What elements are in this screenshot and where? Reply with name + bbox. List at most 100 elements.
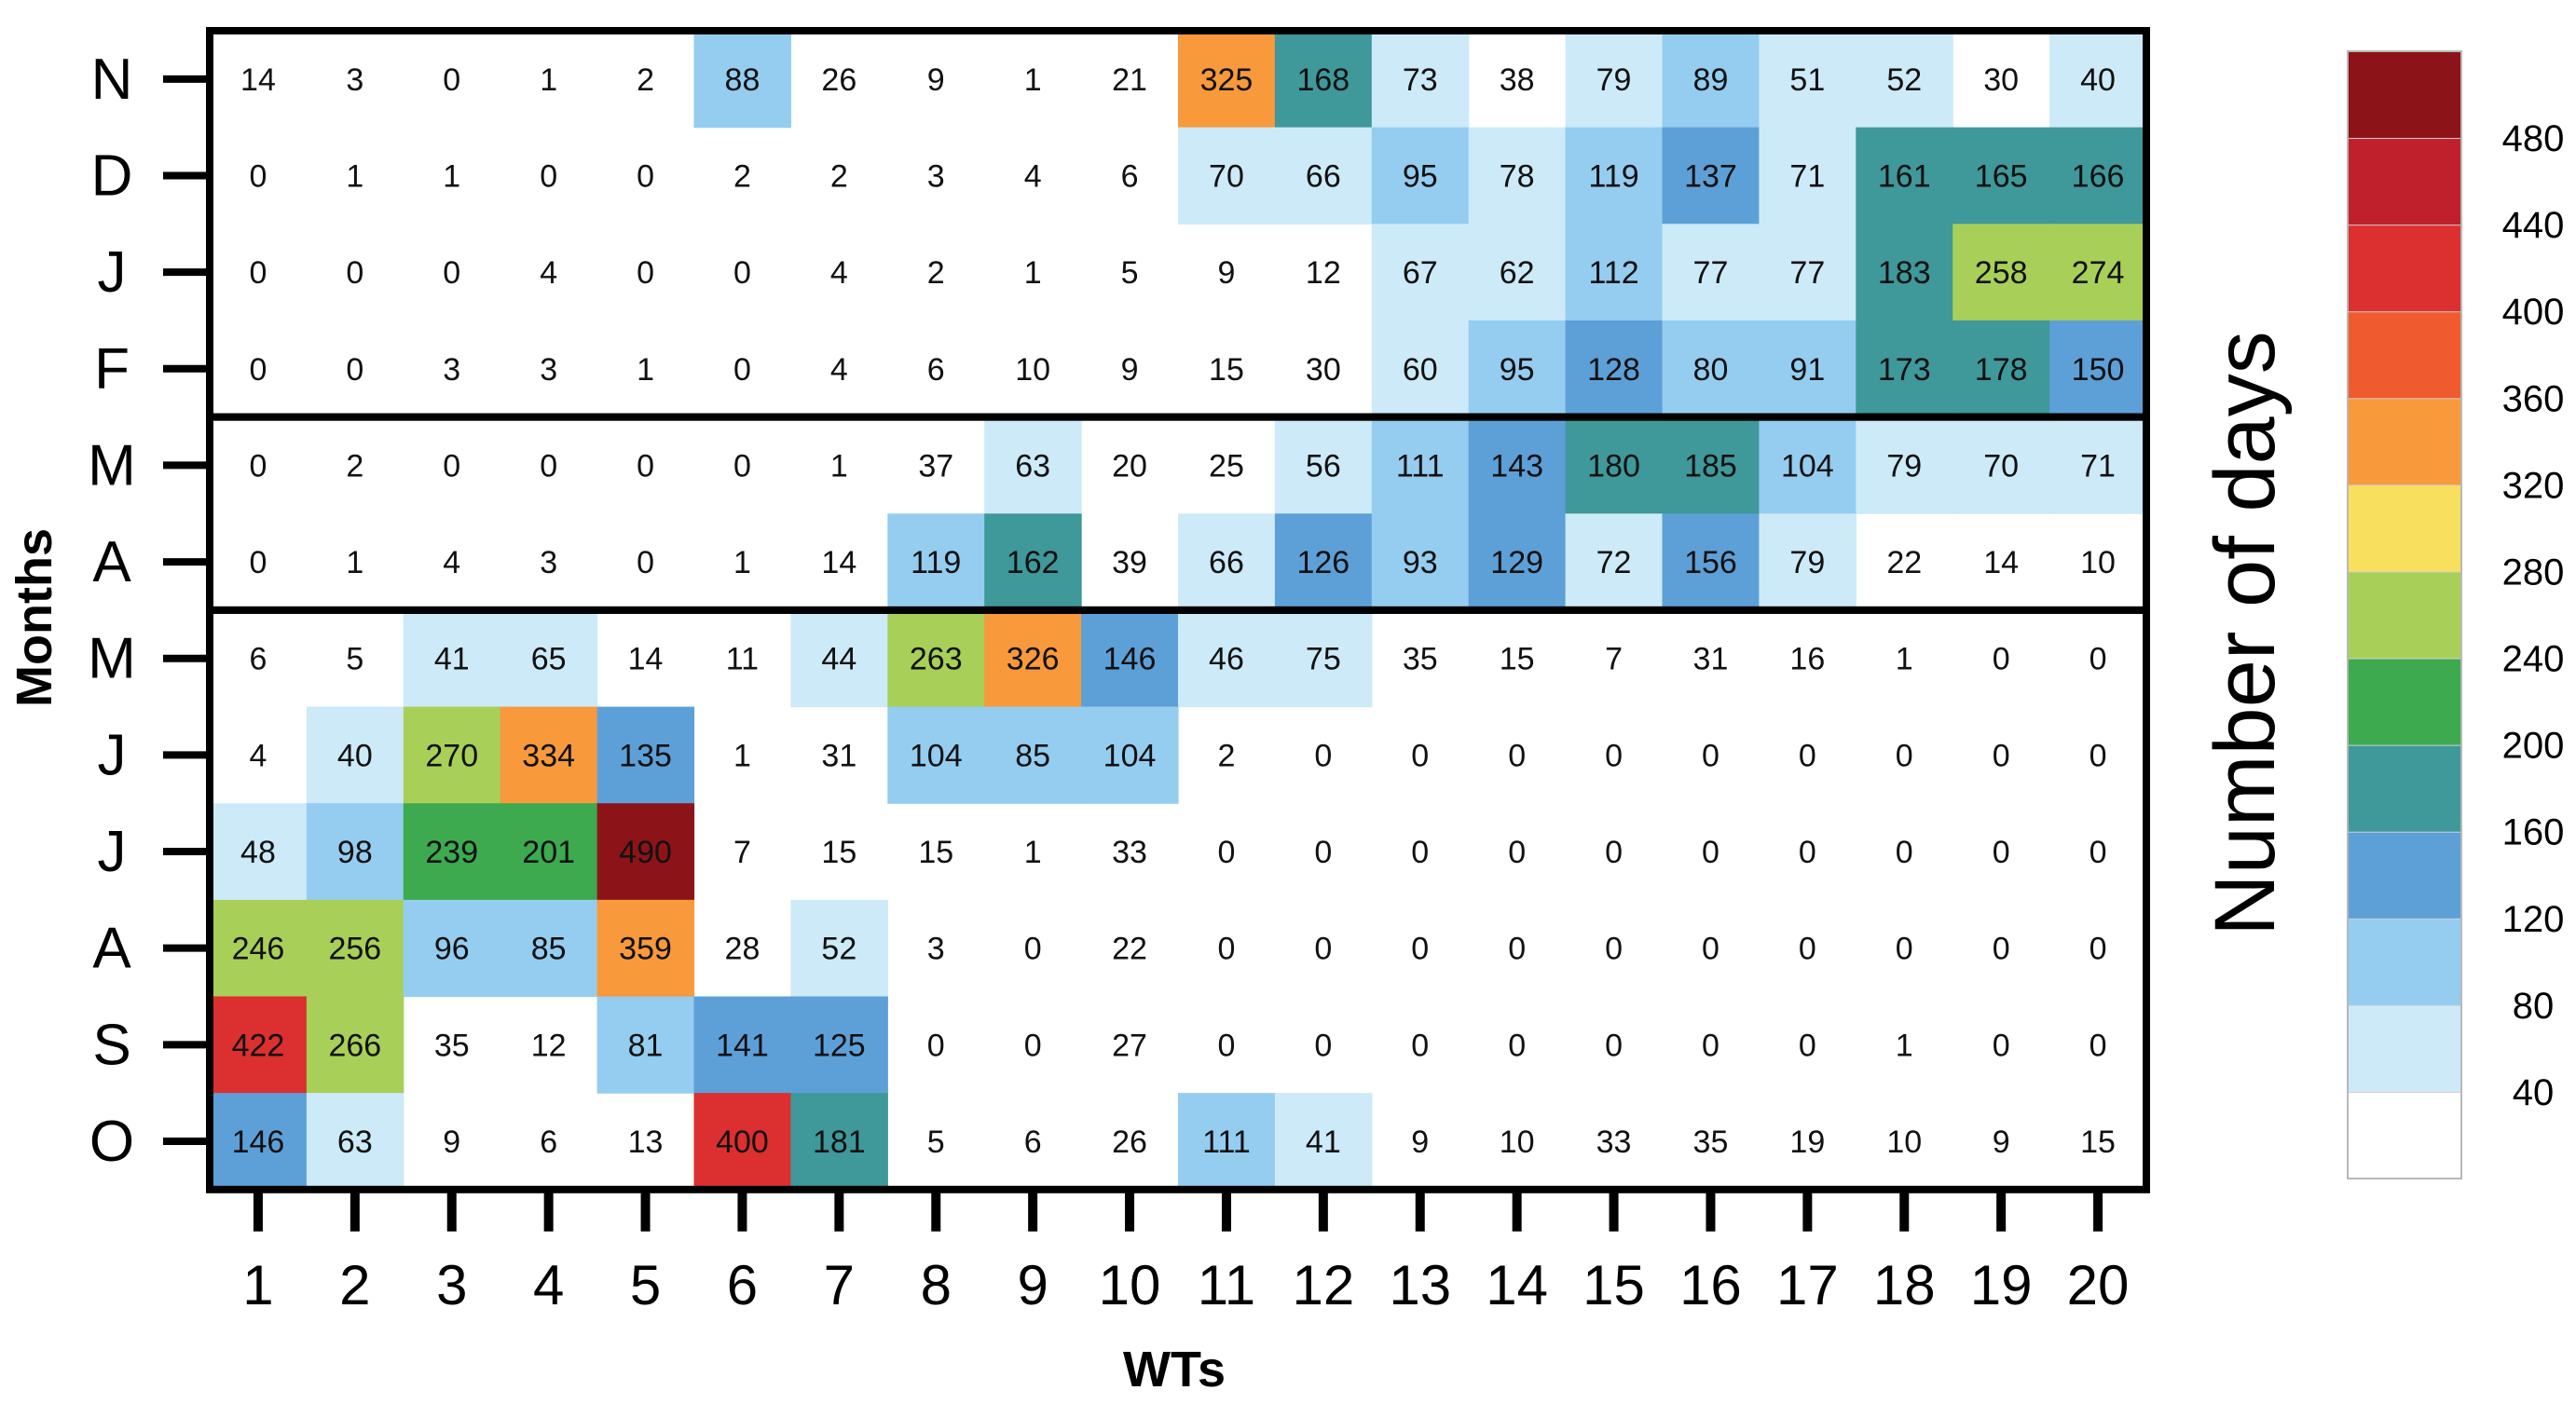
heatmap-cell [306,899,404,998]
cell-value-label: 66 [1209,545,1244,580]
cell-value-label: 126 [1296,545,1350,580]
cell-value-label: 33 [1596,1125,1632,1160]
colorbar-segment [2347,570,2462,660]
cell-value-label: 263 [910,642,963,677]
cell-value-label: 71 [1789,158,1825,194]
cell-value-label: 1 [1024,62,1042,98]
heatmap-cell [1565,513,1664,611]
cell-value-label: 15 [821,835,856,870]
cell-value-label: 0 [1411,738,1429,773]
colorbar-tick-label: 240 [2502,639,2565,680]
y-tick-label: N [91,48,133,112]
colorbar-tick-label: 160 [2502,812,2565,853]
heatmap-cell [1953,224,2050,321]
cell-value-label: 0 [2090,932,2107,967]
heatmap-cell [1274,609,1373,708]
cell-value-label: 0 [1508,1028,1526,1063]
cell-value-label: 0 [540,158,557,194]
cell-value-label: 0 [346,352,363,388]
cell-value-label: 0 [1314,932,1332,967]
heatmap-cell [693,996,791,1094]
heatmap-cell [306,1093,404,1191]
cell-value-label: 256 [328,932,381,967]
cell-value-label: 14 [240,62,276,98]
heatmap-cell [2049,224,2147,321]
cell-value-label: 112 [1588,255,1638,291]
x-tick-label: 15 [1583,1254,1645,1316]
cell-value-label: 180 [1587,448,1640,484]
heatmap-cell [1759,513,1857,611]
cell-value-label: 274 [2072,255,2125,291]
cell-value-label: 0 [2090,835,2107,870]
cell-value-label: 3 [927,158,945,194]
cell-value-label: 7 [733,835,751,870]
cell-value-label: 0 [1024,1028,1042,1063]
cell-value-label: 0 [1799,1028,1816,1063]
cell-value-label: 0 [1605,738,1623,773]
cell-value-label: 9 [1993,1125,2010,1160]
cell-value-label: 6 [1024,1125,1042,1160]
cell-value-label: 31 [1693,642,1729,677]
heatmap-cell [887,609,985,708]
cell-value-label: 14 [628,642,664,677]
cell-value-label: 4 [540,255,557,291]
y-tick-label: S [92,1013,130,1077]
cell-value-label: 38 [1500,62,1535,98]
cell-value-label: 400 [716,1125,769,1160]
cell-value-label: 0 [2090,738,2107,773]
cell-value-label: 4 [830,255,848,291]
cell-value-label: 326 [1007,642,1060,677]
season-frame [206,606,2150,1193]
cell-value-label: 173 [1878,352,1931,388]
cell-value-label: 0 [1799,738,1816,773]
cell-value-label: 0 [1314,738,1332,773]
cell-value-label: 1 [637,352,654,388]
x-tick-label: 14 [1486,1254,1548,1316]
heatmap-cell [984,513,1082,611]
heatmap-cell [984,416,1082,514]
cell-value-label: 40 [2080,62,2116,98]
cell-value-label: 52 [1886,62,1922,98]
cell-value-label: 1 [830,448,848,484]
cell-value-label: 27 [1112,1028,1147,1063]
cell-value-label: 5 [1121,255,1139,291]
cell-value-label: 0 [1314,835,1332,870]
cell-value-label: 0 [1605,932,1623,967]
cell-value-label: 10 [1500,1125,1535,1160]
heatmap-cell [1468,513,1567,611]
cell-value-label: 0 [1993,932,2010,967]
cell-value-label: 185 [1684,448,1737,484]
cell-value-label: 66 [1306,158,1341,194]
cell-value-label: 2 [830,158,848,194]
cell-value-label: 75 [1306,642,1341,677]
x-tick-label: 4 [533,1254,564,1316]
heatmap-cell [1759,320,1857,418]
cell-value-label: 141 [716,1028,769,1063]
cell-value-label: 166 [2072,158,2125,194]
y-tick-label: A [92,917,131,981]
cell-value-label: 1 [540,62,557,98]
x-tick-label: 8 [921,1254,952,1316]
x-tick-label: 1 [242,1254,273,1316]
cell-value-label: 168 [1296,62,1350,98]
cell-value-label: 137 [1684,158,1737,194]
heatmap-cell [984,706,1082,804]
cell-value-label: 334 [522,738,575,773]
cell-value-label: 77 [1693,255,1729,291]
heatmap-cell [1371,513,1470,611]
cell-value-label: 156 [1684,545,1737,580]
cell-value-label: 89 [1693,62,1729,98]
x-tick-label: 9 [1017,1254,1048,1316]
heatmap-cell [210,1093,308,1191]
cell-value-label: 0 [733,352,751,388]
cell-value-label: 88 [725,62,760,98]
heatmap-cell [1565,416,1664,514]
cell-value-label: 73 [1403,62,1438,98]
cell-value-label: 13 [628,1125,664,1160]
heatmap-cell [984,609,1082,708]
heatmap-cell [1178,609,1276,708]
heatmap-cell [1274,127,1373,225]
heatmap-cell [1371,127,1470,225]
heatmap-cell [1856,127,1953,225]
